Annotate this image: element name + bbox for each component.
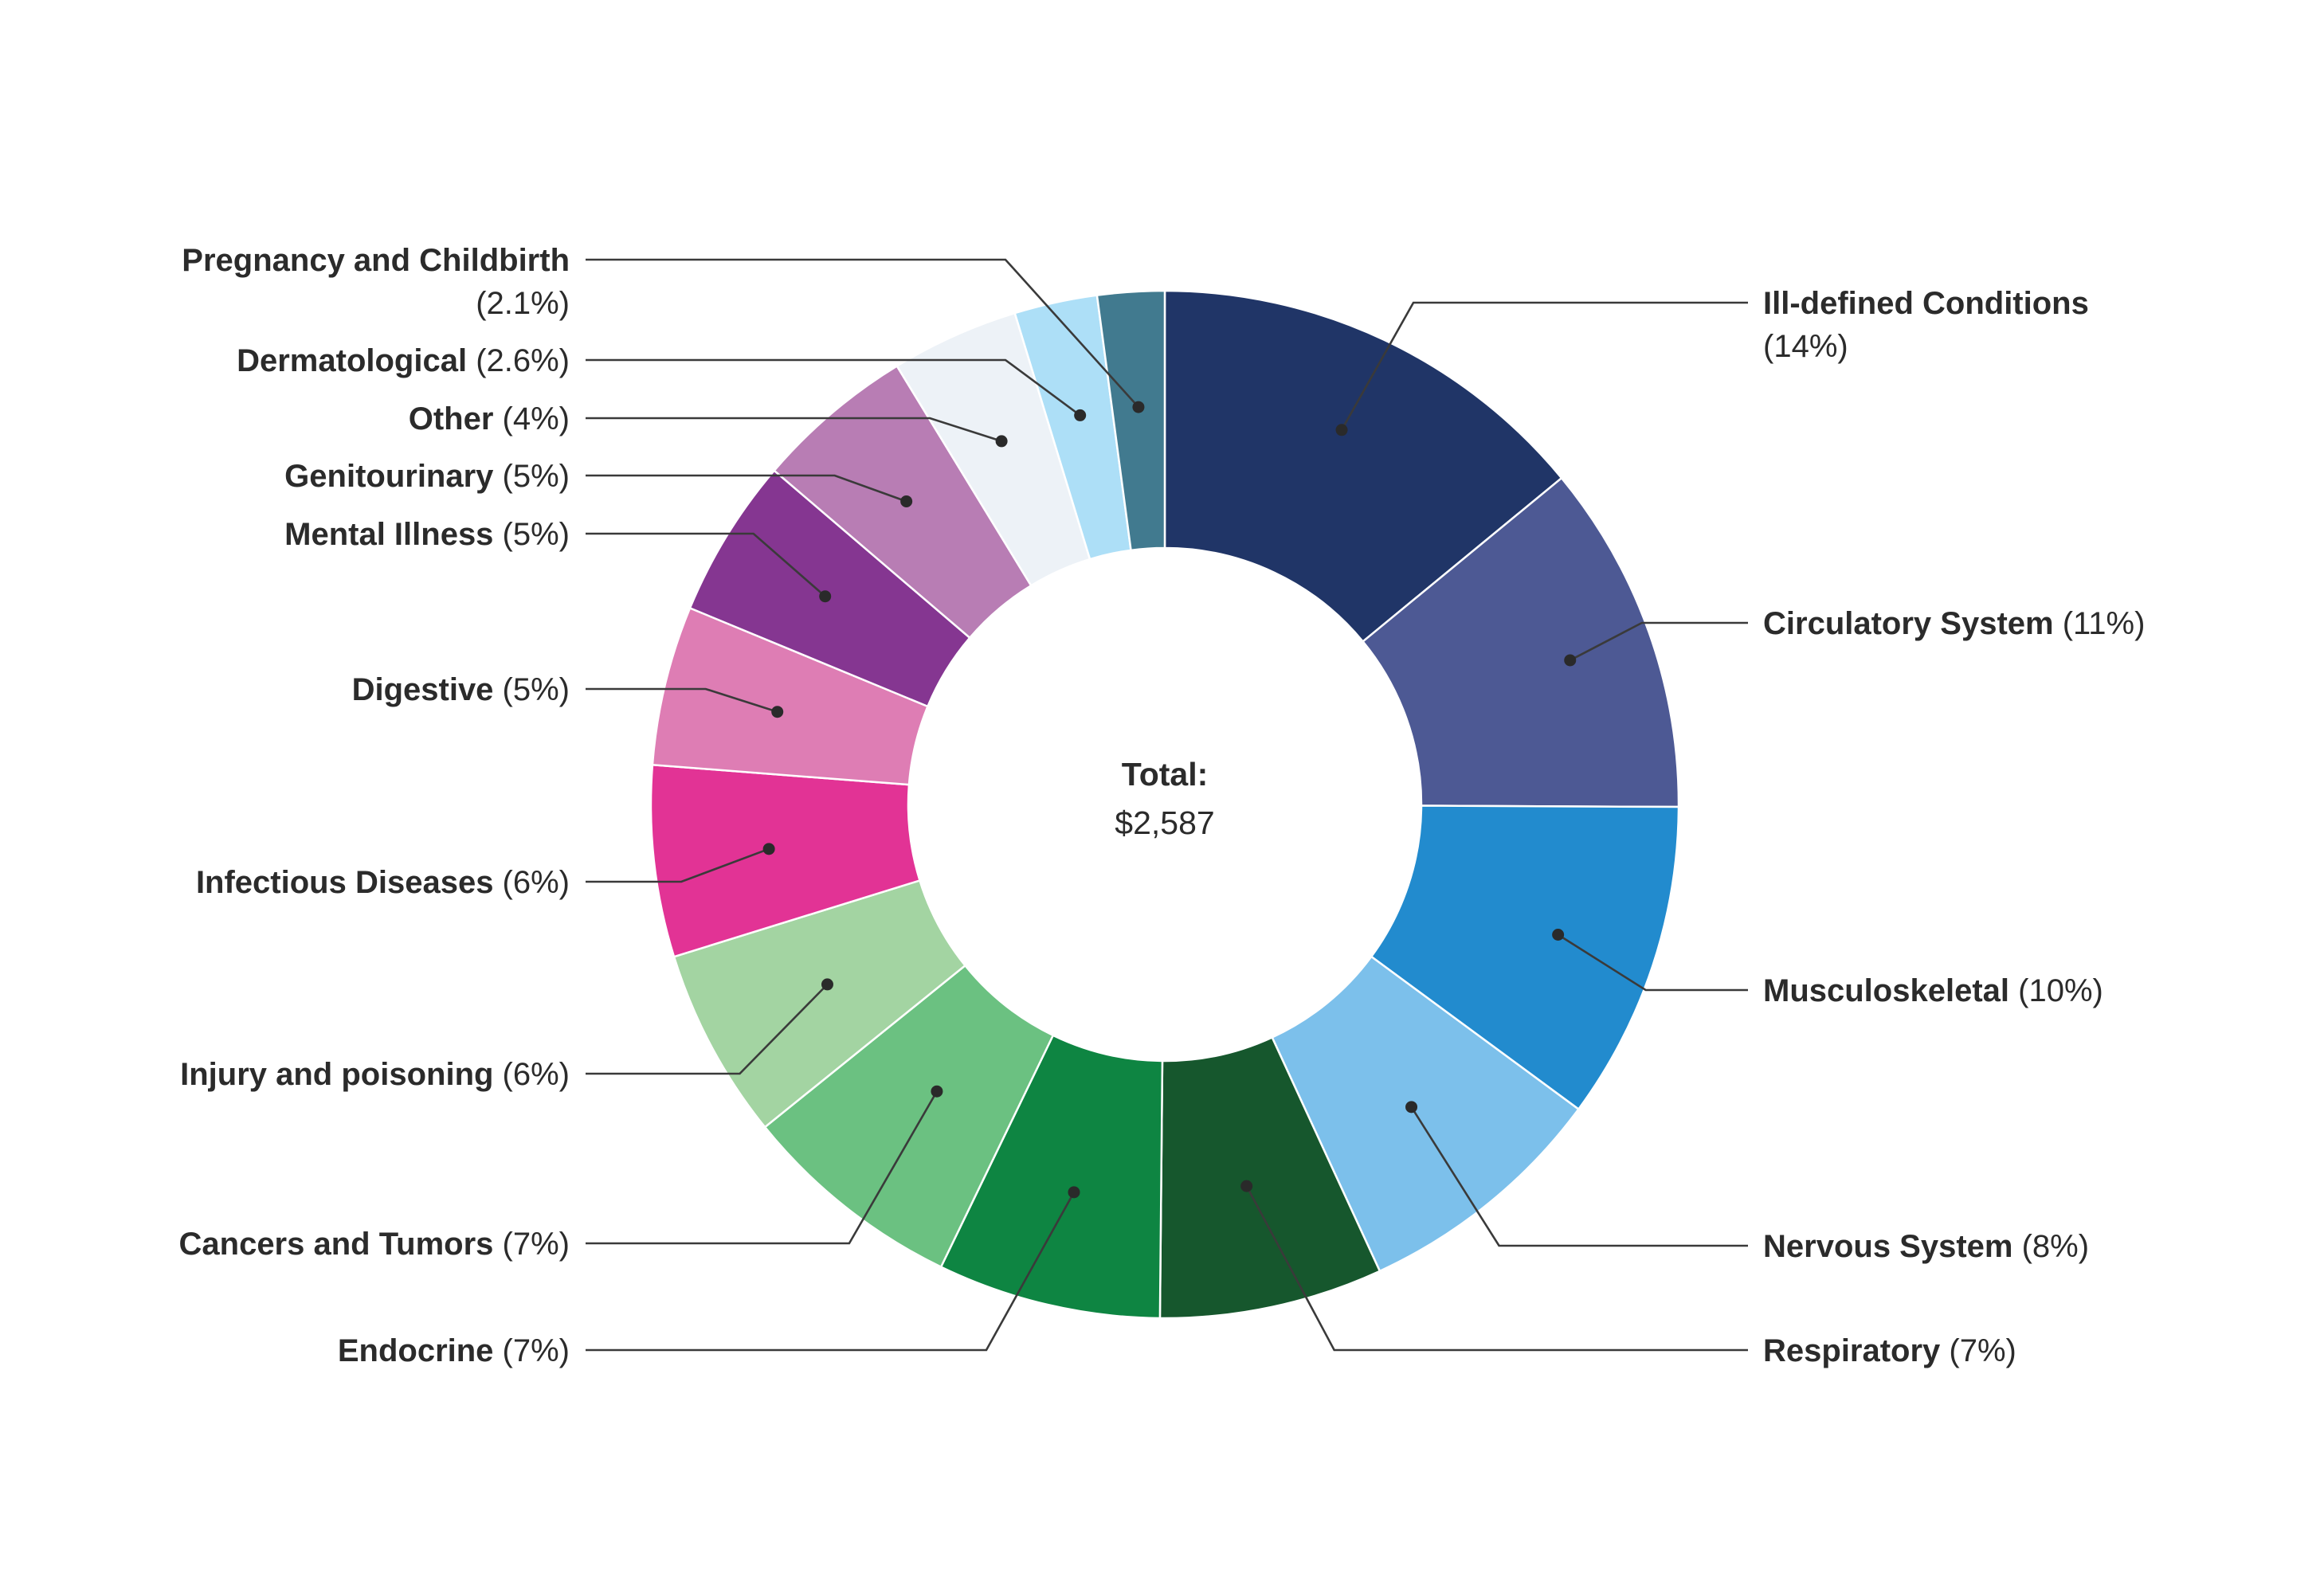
slice-label-other: Other (4%) [409,401,570,436]
slice-label-endocrine: Endocrine (7%) [338,1333,570,1368]
leader-dot-dermatological [1074,409,1087,421]
leader-dot-musculoskeletal [1552,928,1565,941]
slice-label-genitourinary: Genitourinary (5%) [284,459,570,494]
leader-line-ill-defined-conditions [1340,301,1748,431]
leader-dot-ill-defined-conditions [1335,424,1348,436]
slice-label-name: Circulatory System [1763,606,2063,641]
slice-label-percent: (14%) [1763,329,1848,364]
slice-label-percent: (6%) [503,1057,570,1092]
slice-label-pregnancy-and-childbirth: Pregnancy and Childbirth (2.1%) [182,243,570,321]
slices-layer [649,289,1680,1320]
slice-label-nervous-system: Nervous System (8%) [1763,1229,2089,1264]
leader-line-cancers-and-tumors [586,1090,939,1245]
leader-dot-circulatory-system [1564,654,1577,667]
center-total-title: Total: [1122,756,1209,793]
slice-label-name: Other [409,401,503,436]
slice-nervous-system [1271,955,1581,1273]
center-total-value: $2,587 [1115,804,1214,841]
slice-label-percent: (10%) [2018,973,2103,1008]
slice-label-percent: (2.1%) [476,286,570,321]
slice-label-percent: (5%) [503,672,570,707]
slice-label-name: Ill-defined Conditions [1763,286,2089,321]
leader-dot-infectious-diseases [762,843,775,855]
leader-line-pregnancy-and-childbirth [586,258,1139,408]
slice-label-percent: (7%) [503,1333,570,1368]
leader-dot-mental-illness [819,590,832,603]
slice-label-name: Nervous System [1763,1229,2022,1264]
leader-dot-other [995,435,1008,448]
slice-label-infectious-diseases: Infectious Diseases (6%) [196,865,570,900]
slice-label-percent: (7%) [503,1227,570,1262]
slice-label-name: Musculoskeletal [1763,973,2018,1008]
leader-line-musculoskeletal [1557,933,1748,992]
leader-line-circulatory-system [1570,621,1748,662]
slice-label-name: Infectious Diseases [196,865,503,900]
leader-line-endocrine [586,1192,1076,1352]
leader-line-dermatological [586,358,1081,417]
slice-label-ill-defined-conditions: Ill-defined Conditions (14%) [1763,286,2089,364]
slice-ill-defined-conditions [1163,289,1563,644]
leader-line-other [586,417,1002,443]
slice-label-name: Respiratory [1763,1333,1949,1368]
slice-label-percent: (5%) [503,517,570,552]
leader-line-nervous-system [1410,1106,1748,1247]
leader-dot-pregnancy-and-childbirth [1132,401,1145,413]
slice-label-percent: (7%) [1949,1333,2016,1368]
slice-label-dermatological: Dermatological (2.6%) [237,343,570,378]
labels-layer: Ill-defined Conditions (14%) Circulatory S… [179,243,2146,1368]
slice-label-circulatory-system: Circulatory System (11%) [1763,606,2145,641]
slice-label-digestive: Digestive (5%) [352,672,570,707]
leader-line-injury-and-poisoning [586,983,829,1075]
slice-label-cancers-and-tumors: Cancers and Tumors (7%) [179,1227,570,1262]
leader-dot-cancers-and-tumors [931,1085,943,1098]
slice-label-name: Genitourinary [284,459,502,494]
leader-line-respiratory [1245,1185,1748,1352]
slice-circulatory-system [1361,476,1680,808]
leader-line-mental-illness [586,532,826,597]
leader-line-genitourinary [586,474,907,503]
leader-line-digestive [586,687,778,713]
leader-dot-respiratory [1240,1180,1253,1192]
slice-label-name: Mental Illness [284,517,502,552]
slice-label-percent: (5%) [503,459,570,494]
slice-label-name: Pregnancy and Childbirth [182,243,570,278]
leader-dot-endocrine [1068,1186,1080,1199]
slice-label-name: Endocrine [338,1333,503,1368]
slice-label-percent: (8%) [2022,1229,2089,1264]
slice-label-name: Cancers and Tumors [179,1227,503,1262]
slice-label-injury-and-poisoning: Injury and poisoning (6%) [180,1057,570,1092]
slice-label-respiratory: Respiratory (7%) [1763,1333,2016,1368]
slice-label-percent: (2.6%) [476,343,570,378]
slice-label-name: Digestive [352,672,503,707]
leader-line-infectious-diseases [586,847,770,883]
slice-pregnancy-and-childbirth [1095,289,1166,552]
leader-dot-nervous-system [1405,1101,1418,1114]
leader-dot-digestive [771,706,784,718]
slice-label-percent: (4%) [503,401,570,436]
slice-label-percent: (11%) [2063,606,2146,641]
slice-label-mental-illness: Mental Illness (5%) [284,517,570,552]
slice-musculoskeletal [1370,804,1680,1111]
slice-label-musculoskeletal: Musculoskeletal (10%) [1763,973,2103,1008]
slice-label-name: Injury and poisoning [180,1057,502,1092]
leaders-layer [586,258,1748,1352]
leader-dot-injury-and-poisoning [821,978,833,991]
leader-dot-genitourinary [900,495,913,507]
slice-label-name: Dermatological [237,343,476,378]
slice-label-percent: (6%) [503,865,570,900]
